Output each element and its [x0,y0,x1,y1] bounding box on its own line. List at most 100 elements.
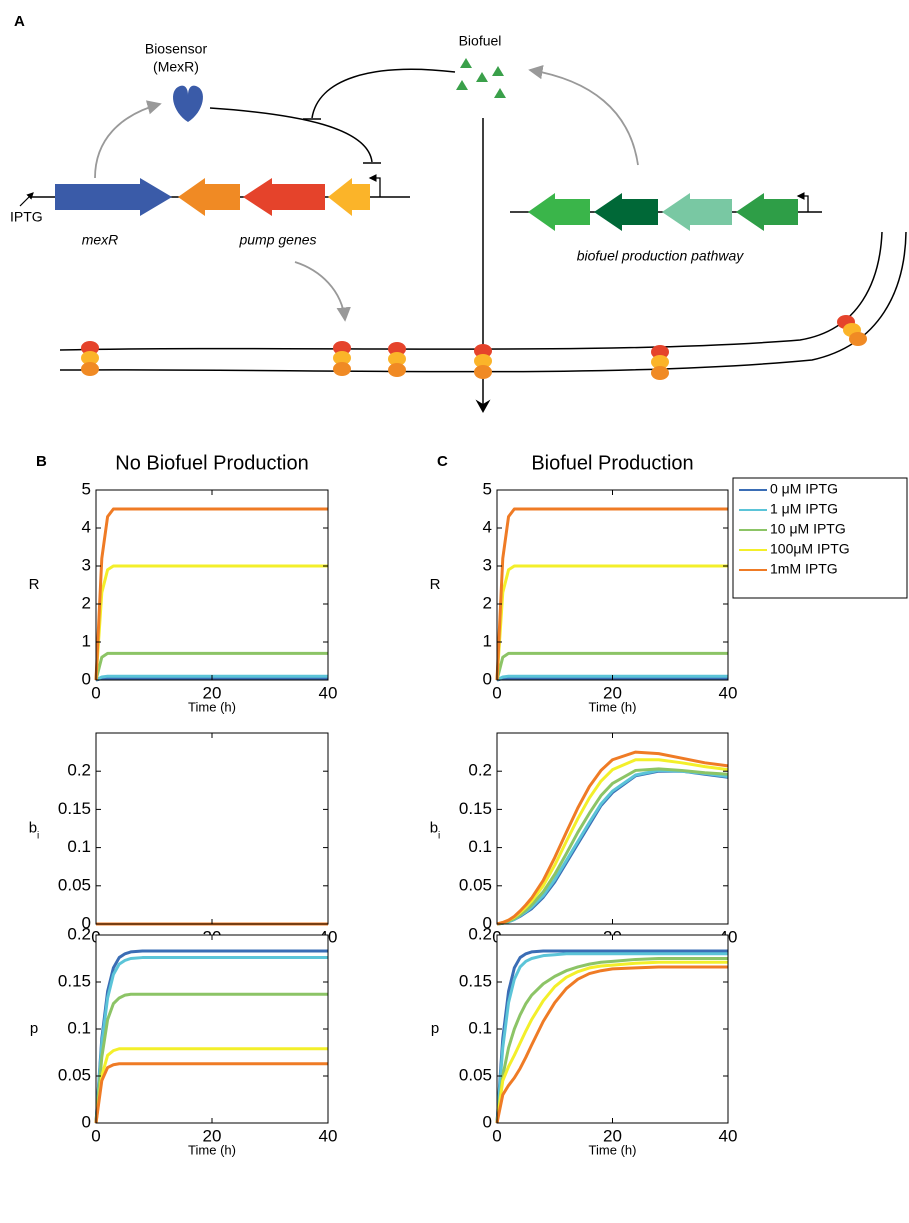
expression-arrow [94,100,162,179]
y-axis-label: p [431,1020,439,1037]
y-tick-label: 4 [483,517,492,536]
gene [328,178,370,216]
pathway-label: biofuel production pathway [577,248,745,264]
series-line [94,992,328,1124]
series-line [495,952,728,1124]
x-tick-label: 40 [319,683,338,702]
x-tick-label: 0 [91,683,100,702]
biosensor-icon [173,85,203,122]
y-tick-label: 0.2 [67,761,91,780]
y-tick-label: 0.1 [468,1018,492,1037]
y-tick-label: 0.1 [67,1018,91,1037]
x-tick-label: 40 [719,683,738,702]
y-tick-label: 0.2 [67,924,91,943]
y-tick-label: 0.15 [459,971,492,990]
y-axis-label-text: p [431,1020,439,1037]
plot-area [96,733,328,924]
y-axis-label: bi [29,819,40,841]
legend-label: 1mM IPTG [770,561,838,577]
promoter [796,192,809,212]
legend-label: 1 μM IPTG [770,501,838,517]
y-tick-label: 0.1 [67,837,91,856]
y-tick-label: 1 [483,631,492,650]
gene [528,193,590,231]
chart-title: No Biofuel Production [115,452,308,474]
legend-box [732,477,908,599]
gene [243,178,325,216]
y-tick-label: 0 [483,913,492,932]
y-axis-label: bi [430,819,441,841]
x-tick-label: 20 [603,683,622,702]
y-tick-label: 0 [82,913,91,932]
series-line [495,564,728,681]
x-tick-label: 40 [719,1126,738,1145]
y-tick-label: 5 [82,479,91,498]
plot-area [497,490,728,680]
inducer-arrow [19,192,34,207]
gene [178,178,240,216]
plot-area [96,935,328,1123]
series-line [496,674,728,682]
series-line [95,674,328,682]
y-tick-label: 0.1 [468,837,492,856]
y-tick-label: 2 [483,593,492,612]
y-tick-label: 3 [483,555,492,574]
gene-label: pump genes [238,232,316,248]
x-tick-label: 20 [603,1126,622,1145]
legend-label: 10 μM IPTG [770,521,846,537]
y-tick-label: 0.2 [468,761,492,780]
y-tick-label: 0.05 [459,1065,492,1084]
y-tick-label: 0.15 [58,971,91,990]
x-tick-label: 0 [492,1126,501,1145]
y-tick-label: 0.15 [459,799,492,818]
x-axis-label: Time (h) [589,699,637,714]
y-tick-label: 0 [483,1112,492,1131]
y-axis-label-text: b [430,819,438,836]
panel-label: A [14,13,25,30]
legend-label: 0 μM IPTG [770,481,838,497]
series-line [495,507,728,681]
series-line [94,1047,328,1124]
panel-label: B [36,453,47,470]
gene [594,193,658,231]
y-tick-label: 0.05 [58,875,91,894]
y-axis-label-text: R [430,576,441,593]
x-axis-label: Time (h) [188,1142,236,1157]
series-line [495,957,728,1124]
pumps [81,315,867,380]
y-tick-label: 5 [483,479,492,498]
plot-area [96,490,328,680]
series-line [495,949,728,1124]
biofuel-label: Biofuel [459,33,502,49]
series-line [495,960,728,1124]
expression-arrow [294,261,351,322]
chart-title: Biofuel Production [531,452,693,474]
y-axis-label-subscript: i [37,830,39,841]
series-line [495,651,728,681]
promoter [368,174,381,197]
gene-label: mexR [82,232,119,248]
x-tick-label: 40 [319,1126,338,1145]
gene [736,193,798,231]
y-tick-label: 2 [82,593,91,612]
series-line [94,507,328,681]
series-line [94,956,328,1124]
y-axis-label-text: R [29,576,40,593]
y-axis-label: p [30,1020,38,1037]
x-axis-label: Time (h) [188,699,236,714]
y-tick-label: 0.05 [58,1065,91,1084]
legend-label: 100μM IPTG [770,541,850,557]
y-tick-label: 0.05 [459,875,492,894]
biofuel-molecules [456,58,506,98]
series-line [94,949,328,1124]
y-tick-label: 3 [82,555,91,574]
y-tick-label: 0 [483,669,492,688]
y-axis-label: R [430,576,441,593]
inhibition [311,68,456,119]
y-axis-label-text: p [30,1020,38,1037]
biosensor-label: Biosensor [145,41,208,57]
series-line [496,676,728,682]
x-axis-label: Time (h) [589,1142,637,1157]
biosensor-protein-label: (MexR) [153,59,199,75]
